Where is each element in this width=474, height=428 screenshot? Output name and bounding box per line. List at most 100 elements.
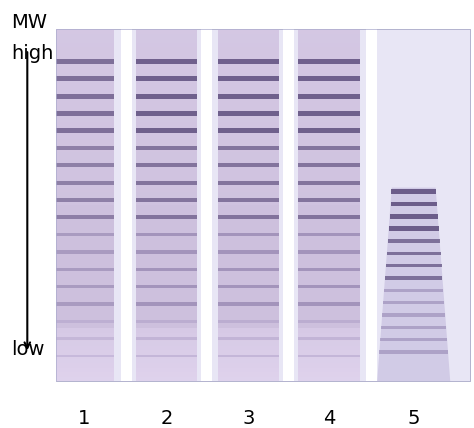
Bar [218, 293, 279, 297]
Bar [55, 233, 115, 236]
Bar [55, 218, 115, 223]
Bar [218, 100, 279, 104]
Bar [298, 311, 359, 315]
Bar [136, 135, 197, 139]
Bar [218, 350, 279, 355]
Bar [55, 227, 115, 232]
Bar [218, 268, 279, 271]
Bar [136, 232, 197, 236]
Bar [218, 359, 279, 363]
Bar [298, 210, 359, 214]
Bar [218, 47, 279, 51]
Bar [298, 135, 359, 139]
Bar [55, 320, 115, 323]
Bar [55, 363, 115, 368]
Bar [298, 205, 359, 210]
Bar [55, 56, 115, 60]
Bar [55, 285, 115, 288]
Bar [136, 324, 197, 328]
Bar [298, 122, 359, 126]
Bar [55, 372, 115, 377]
Bar [136, 94, 197, 99]
Bar [298, 354, 359, 357]
Bar [298, 319, 359, 324]
Bar [55, 280, 115, 284]
Bar [298, 250, 359, 254]
Bar [55, 69, 115, 73]
Bar [218, 157, 279, 161]
Bar [55, 128, 115, 134]
Bar [218, 215, 279, 220]
Bar [136, 205, 197, 210]
Bar [136, 297, 197, 302]
Bar [218, 262, 279, 267]
Bar [218, 76, 279, 81]
Bar [55, 163, 115, 167]
Bar [298, 377, 359, 381]
Bar [55, 306, 115, 311]
Bar [298, 306, 359, 311]
Bar [136, 249, 197, 253]
Bar [218, 302, 279, 306]
Bar [218, 241, 279, 245]
Bar [55, 250, 115, 254]
Bar [218, 183, 279, 187]
Bar [298, 232, 359, 236]
Bar [136, 104, 197, 108]
Bar [136, 250, 197, 254]
Bar [218, 51, 279, 56]
Bar [55, 201, 115, 205]
Bar [136, 302, 197, 306]
Bar [218, 214, 279, 218]
Bar [136, 315, 197, 319]
Bar [218, 337, 279, 342]
Bar [136, 215, 197, 220]
Bar [136, 320, 197, 323]
Bar [136, 117, 197, 122]
Bar [298, 355, 359, 359]
Bar [55, 311, 115, 315]
Bar [298, 86, 359, 91]
Bar [218, 333, 279, 337]
Bar [136, 56, 197, 60]
Bar [55, 232, 115, 236]
Bar [218, 82, 279, 86]
Bar [218, 236, 279, 241]
Bar [55, 297, 115, 302]
Bar [379, 351, 448, 354]
Bar [136, 95, 197, 100]
Bar [55, 157, 115, 161]
Bar [218, 223, 279, 227]
Bar [55, 100, 115, 104]
Bar [218, 346, 279, 350]
Bar [55, 192, 115, 196]
Bar [298, 91, 359, 95]
Bar [298, 117, 359, 122]
Bar [218, 250, 279, 254]
Bar [55, 377, 115, 381]
Bar [298, 284, 359, 289]
Bar [55, 267, 115, 271]
Bar [218, 144, 279, 148]
Bar [136, 108, 197, 113]
Bar [218, 86, 279, 91]
Bar [218, 315, 279, 319]
Bar [136, 285, 197, 288]
Bar [218, 285, 279, 288]
Bar [55, 91, 115, 95]
Bar [218, 94, 279, 99]
Bar [218, 69, 279, 73]
Bar [392, 189, 436, 194]
Bar [298, 328, 359, 333]
Bar [55, 215, 115, 220]
Bar [136, 355, 197, 359]
Bar [55, 47, 115, 51]
Bar [55, 131, 115, 135]
Bar [298, 285, 359, 288]
Bar [136, 126, 197, 131]
Bar [218, 152, 279, 157]
Bar [218, 181, 279, 185]
Bar [136, 377, 197, 381]
Bar [55, 293, 115, 297]
Bar [136, 157, 197, 161]
